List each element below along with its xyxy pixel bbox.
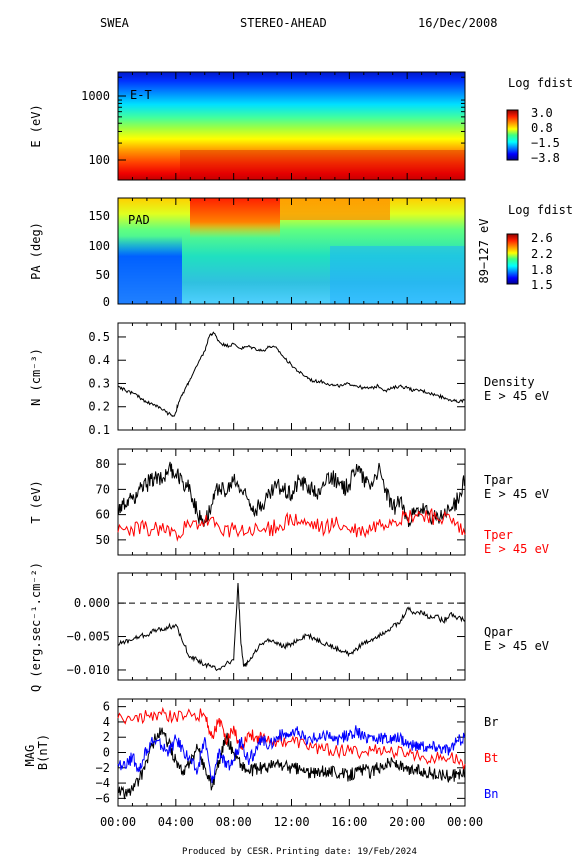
- bt-legend-name: Bt: [484, 751, 498, 765]
- y-tick-label-2: −2: [96, 761, 110, 775]
- mag-ylabel: MAG B(nT): [23, 734, 50, 770]
- pad-ytick-150: 150: [88, 209, 110, 223]
- y-tick-label-3: 0: [103, 746, 110, 760]
- heat-flux-plot: −0.010 −0.005 0.000: [67, 582, 466, 677]
- footer-printing-date: Printing date: 19/Feb/2024: [276, 847, 417, 857]
- panel-temperature: 50 60 70 80 T (eV) Tpar E > 45 eV Tper E > …: [29, 448, 549, 556]
- header-spacecraft: STEREO-AHEAD: [240, 16, 327, 30]
- pad-blue-region-left: [118, 236, 182, 304]
- pad-cbar-tick-2: 1.8: [531, 263, 553, 277]
- et-ytick-1000: 1000: [81, 89, 110, 103]
- series-qpar-line: [117, 582, 466, 672]
- pad-panel-label: PAD: [128, 213, 150, 227]
- x-tick-label-2: 08:00: [216, 815, 252, 829]
- tper-legend-sub: E > 45 eV: [484, 542, 549, 556]
- et-colorbar: [506, 109, 519, 161]
- et-cbar-tick-1: 0.8: [531, 121, 553, 135]
- x-tick-label-1: 04:00: [158, 815, 194, 829]
- y-tick-label-2: 70: [96, 482, 110, 496]
- y-tick-label-4: 2: [103, 730, 110, 744]
- x-tick-label-0: 00:00: [100, 815, 136, 829]
- bn-legend-name: Bn: [484, 787, 498, 801]
- heat-flux-ylabel: Q (erg.sec⁻¹.cm⁻²): [29, 562, 43, 692]
- et-cbar-tick-0: 3.0: [531, 106, 553, 120]
- panel-heat-flux: −0.010 −0.005 0.000 Q (erg.sec⁻¹.cm⁻²) Qpa…: [29, 562, 549, 692]
- series-br-line: [117, 727, 466, 800]
- pad-colorbar-title: Log fdist: [508, 203, 573, 217]
- x-axis-ticks: 00:00 04:00 08:00 12:00 16:00 20:00 00:00: [100, 72, 483, 829]
- br-legend-name: Br: [484, 715, 498, 729]
- pad-red-region: [190, 198, 280, 238]
- series-tpar-line: [117, 461, 466, 528]
- y-tick-label-1: 0.2: [88, 400, 110, 414]
- pad-ytick-50: 50: [96, 268, 110, 282]
- pad-colorbar: [506, 233, 519, 285]
- y-tick-label-1: −4: [96, 776, 110, 790]
- et-colorbar-title: Log fdist: [508, 76, 573, 90]
- y-tick-label-0: 50: [96, 533, 110, 547]
- pad-ytick-100: 100: [88, 239, 110, 253]
- y-tick-label-0: −6: [96, 791, 110, 805]
- pad-blue-region-right: [330, 246, 465, 304]
- mag-plot: −6−4−20 246: [96, 700, 466, 805]
- temperature-ylabel: T (eV): [29, 480, 43, 523]
- y-tick-label-2: 0.3: [88, 376, 110, 390]
- pad-cbar-tick-3: 1.5: [531, 278, 553, 292]
- y-tick-label-1: 60: [96, 508, 110, 522]
- et-spectrogram-enhancement: [180, 150, 465, 180]
- et-panel-label: E-T: [130, 88, 152, 102]
- y-tick-label-0: 0.1: [88, 423, 110, 437]
- et-ytick-100: 100: [88, 153, 110, 167]
- pad-orange-region: [280, 198, 390, 220]
- panel-et-spectrogram: E-T E (eV) 100 1000 Log fdist 3.0 0.8 −1…: [29, 71, 573, 181]
- series-tper-line: [117, 508, 466, 542]
- temperature-plot: 50 60 70 80: [96, 457, 466, 547]
- pad-cbar-tick-1: 2.2: [531, 247, 553, 261]
- y-tick-label-1: −0.005: [67, 630, 110, 644]
- x-tick-label-3: 12:00: [273, 815, 309, 829]
- pad-ylabel: PA (deg): [29, 222, 43, 280]
- qpar-legend-sub: E > 45 eV: [484, 639, 549, 653]
- density-ylabel: N (cm⁻³): [29, 348, 43, 406]
- y-tick-label-4: 0.5: [88, 330, 110, 344]
- et-spectrogram-image: [118, 72, 465, 180]
- series-bt-line: [117, 706, 466, 770]
- mag-ylabel-line-2: B(nT): [36, 734, 50, 770]
- qpar-legend-name: Qpar: [484, 625, 513, 639]
- y-tick-label-0: −0.010: [67, 663, 110, 677]
- x-tick-label-6: 00:00: [447, 815, 483, 829]
- density-legend-sub: E > 45 eV: [484, 389, 549, 403]
- pad-cbar-tick-0: 2.6: [531, 231, 553, 245]
- x-tick-label-5: 20:00: [389, 815, 425, 829]
- header-date: 16/Dec/2008: [418, 16, 497, 30]
- panel-pad: PAD PA (deg) 0 50 100 150 89−127 eV Log …: [29, 197, 573, 309]
- et-ylabel: E (eV): [29, 104, 43, 147]
- series-density-line: [117, 331, 466, 418]
- tpar-legend-sub: E > 45 eV: [484, 487, 549, 501]
- footer-produced-by: Produced by CESR.: [182, 847, 274, 857]
- pad-ytick-0: 0: [103, 295, 110, 309]
- y-tick-label-3: 80: [96, 457, 110, 471]
- density-legend-name: Density: [484, 375, 535, 389]
- panel-density: 0.1 0.2 0.3 0.4 0.5 N (cm⁻³) Density E > 45 …: [29, 322, 549, 437]
- y-tick-label-5: 4: [103, 715, 110, 729]
- et-cbar-tick-2: −1.5: [531, 136, 560, 150]
- pad-right-label: 89−127 eV: [477, 218, 491, 283]
- series-bn-line: [117, 725, 466, 784]
- y-tick-label-2: 0.000: [74, 596, 110, 610]
- tpar-legend-name: Tpar: [484, 473, 513, 487]
- density-plot: 0.1 0.2 0.3 0.4 0.5: [88, 330, 466, 437]
- y-tick-label-3: 0.4: [88, 353, 110, 367]
- tper-legend-name: Tper: [484, 528, 513, 542]
- panel-magnetic-field: −6−4−20 246 MAG B(nT) Br Bt Bn: [23, 698, 498, 807]
- et-cbar-tick-3: −3.8: [531, 151, 560, 165]
- x-tick-label-4: 16:00: [331, 815, 367, 829]
- mag-ylabel-line-1: MAG: [23, 745, 37, 767]
- y-tick-label-6: 6: [103, 700, 110, 714]
- header-instrument: SWEA: [100, 16, 130, 30]
